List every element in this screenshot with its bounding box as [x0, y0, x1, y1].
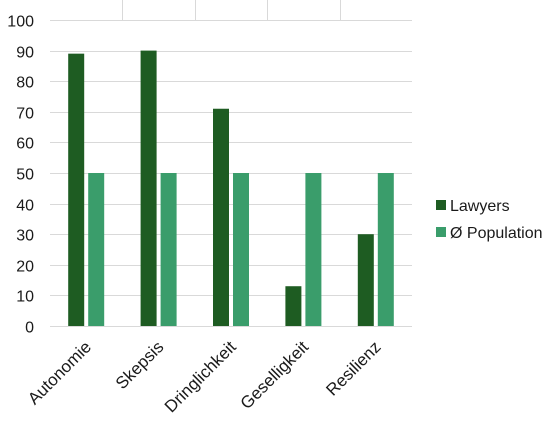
x-tick-label: Skepsis	[112, 337, 168, 393]
x-tick-label: Dringlichkeit	[161, 337, 240, 416]
x-tick-label: Geselligkeit	[237, 337, 313, 413]
y-tick-label: 70	[16, 106, 34, 123]
y-tick-label: 20	[16, 259, 34, 276]
bar-lawyers-geselligkeit	[285, 286, 302, 326]
bar-population-resilienz	[377, 173, 394, 326]
bar-lawyers-resilienz	[357, 234, 374, 326]
y-tick-label: 80	[16, 75, 34, 92]
bar-population-dringlichkeit	[233, 173, 249, 326]
y-tick-label: 90	[16, 45, 34, 62]
x-tick-label: Autonomie	[24, 337, 95, 408]
y-tick-label: 10	[16, 289, 34, 306]
legend-swatch	[436, 200, 446, 210]
y-tick-label: 30	[16, 228, 34, 245]
bar-population-geselligkeit	[305, 173, 322, 326]
bar-population-autonomie	[88, 173, 105, 326]
x-axis: Autonomie SkepsisDringlichkeitGeselligkei…	[24, 337, 385, 416]
bar-lawyers-dringlichkeit	[213, 108, 229, 327]
legend-swatch	[436, 227, 446, 237]
y-tick-label: 100	[7, 14, 34, 31]
legend-label: Ø Population	[450, 225, 543, 242]
y-tick-label: 50	[16, 167, 34, 184]
y-tick-label: 0	[25, 320, 34, 337]
y-axis: 0 10 20 30 40 50 60 70 80 90 100	[7, 14, 34, 337]
legend-label: Lawyers	[450, 198, 510, 215]
bars	[68, 50, 394, 327]
y-tick-label: 60	[16, 136, 34, 153]
bar-population-skepsis	[160, 173, 177, 326]
x-tick-label: Resilienz	[322, 337, 384, 399]
bar-lawyers-skepsis	[140, 50, 157, 326]
gridlines	[50, 0, 412, 327]
bar-lawyers-autonomie	[68, 53, 85, 326]
y-tick-label: 40	[16, 198, 34, 215]
legend: Lawyers Ø Population	[436, 198, 543, 242]
